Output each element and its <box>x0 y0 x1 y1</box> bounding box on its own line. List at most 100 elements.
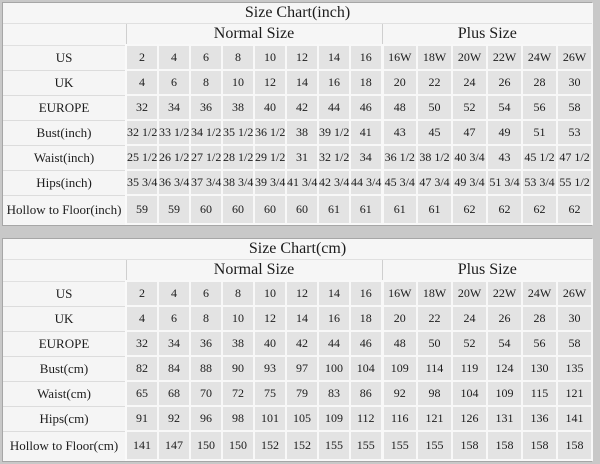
value-cell: 119 <box>451 355 488 382</box>
value-cell: 41 3/4 <box>285 169 319 196</box>
row-label: Hips(inch) <box>3 169 127 195</box>
row-label: EUROPE <box>3 330 127 356</box>
value-cell: 4 <box>125 69 159 96</box>
value-cell: 112 <box>349 405 383 432</box>
value-cell: 52 <box>451 94 488 121</box>
value-cell: 53 3/4 <box>521 169 558 196</box>
value-cell: 65 <box>125 380 159 407</box>
value-cell: 68 <box>157 380 191 407</box>
value-cell: 56 <box>521 94 558 121</box>
value-cell: 62 <box>486 194 523 225</box>
value-cell: 88 <box>189 355 223 382</box>
group-header-spacer <box>3 23 127 46</box>
column-group-header: Plus Size <box>381 23 593 46</box>
size-chart-cm-table: Size Chart(cm) Normal Size Plus Size US 2 4 6 8… <box>3 239 594 461</box>
value-cell: 35 1/2 <box>221 119 255 146</box>
value-cell: 32 1/2 <box>125 119 159 146</box>
value-cell: 152 <box>285 430 319 461</box>
value-cell: 22 <box>416 69 453 96</box>
value-cell: 155 <box>416 430 453 461</box>
value-cell: 36 <box>189 330 223 357</box>
value-cell: 62 <box>451 194 488 225</box>
value-cell: 60 <box>253 194 287 225</box>
value-cell: 32 <box>125 94 159 121</box>
value-cell: 26W <box>555 280 594 307</box>
table-title: Size Chart(cm) <box>3 239 593 260</box>
value-cell: 25 1/2 <box>125 144 159 171</box>
value-cell: 38 3/4 <box>221 169 255 196</box>
value-cell: 34 <box>349 144 383 171</box>
value-cell: 51 <box>521 119 558 146</box>
row-label: US <box>3 44 127 70</box>
row-label: Bust(inch) <box>3 119 127 145</box>
value-cell: 8 <box>189 305 223 332</box>
value-cell: 43 <box>486 144 523 171</box>
value-cell: 33 1/2 <box>157 119 191 146</box>
value-cell: 20W <box>451 280 488 307</box>
value-cell: 37 3/4 <box>189 169 223 196</box>
value-cell: 104 <box>451 380 488 407</box>
value-cell: 70 <box>189 380 223 407</box>
value-cell: 141 <box>555 405 594 432</box>
value-cell: 32 1/2 <box>317 144 351 171</box>
value-cell: 121 <box>416 405 453 432</box>
value-cell: 54 <box>486 330 523 357</box>
value-cell: 4 <box>157 44 191 71</box>
value-cell: 30 <box>555 305 594 332</box>
value-cell: 158 <box>521 430 558 461</box>
row-label: UK <box>3 305 127 331</box>
value-cell: 24 <box>451 69 488 96</box>
value-cell: 96 <box>189 405 223 432</box>
value-cell: 126 <box>451 405 488 432</box>
value-cell: 26W <box>555 44 594 71</box>
value-cell: 32 <box>125 330 159 357</box>
value-cell: 34 <box>157 330 191 357</box>
value-cell: 16 <box>317 305 351 332</box>
value-cell: 52 <box>451 330 488 357</box>
value-cell: 44 <box>317 330 351 357</box>
value-cell: 62 <box>521 194 558 225</box>
value-cell: 14 <box>285 69 319 96</box>
column-group-header: Normal Size <box>125 23 382 46</box>
value-cell: 61 <box>416 194 453 225</box>
value-cell: 58 <box>555 330 594 357</box>
value-cell: 93 <box>253 355 287 382</box>
value-cell: 158 <box>451 430 488 461</box>
row-label: Hips(cm) <box>3 405 127 431</box>
value-cell: 49 3/4 <box>451 169 488 196</box>
value-cell: 98 <box>221 405 255 432</box>
value-cell: 16W <box>380 44 418 71</box>
value-cell: 22W <box>486 44 523 71</box>
value-cell: 39 1/2 <box>317 119 351 146</box>
value-cell: 42 <box>285 330 319 357</box>
value-cell: 31 <box>285 144 319 171</box>
value-cell: 16W <box>380 280 418 307</box>
value-cell: 38 <box>221 330 255 357</box>
value-cell: 40 3/4 <box>451 144 488 171</box>
value-cell: 10 <box>253 280 287 307</box>
value-cell: 90 <box>221 355 255 382</box>
value-cell: 10 <box>221 305 255 332</box>
value-cell: 51 3/4 <box>486 169 523 196</box>
value-cell: 14 <box>317 280 351 307</box>
value-cell: 12 <box>285 44 319 71</box>
value-cell: 60 <box>285 194 319 225</box>
value-cell: 48 <box>380 94 418 121</box>
value-cell: 38 1/2 <box>416 144 453 171</box>
column-group-header: Plus Size <box>381 259 593 282</box>
value-cell: 155 <box>349 430 383 461</box>
value-cell: 62 <box>555 194 594 225</box>
value-cell: 24 <box>451 305 488 332</box>
row-label: UK <box>3 69 127 95</box>
value-cell: 59 <box>157 194 191 225</box>
value-cell: 26 <box>486 305 523 332</box>
value-cell: 24W <box>521 280 558 307</box>
value-cell: 114 <box>416 355 453 382</box>
row-label: Hollow to Floor(inch) <box>3 194 127 224</box>
value-cell: 38 <box>221 94 255 121</box>
value-cell: 82 <box>125 355 159 382</box>
value-cell: 79 <box>285 380 319 407</box>
value-cell: 38 <box>285 119 319 146</box>
value-cell: 34 1/2 <box>189 119 223 146</box>
